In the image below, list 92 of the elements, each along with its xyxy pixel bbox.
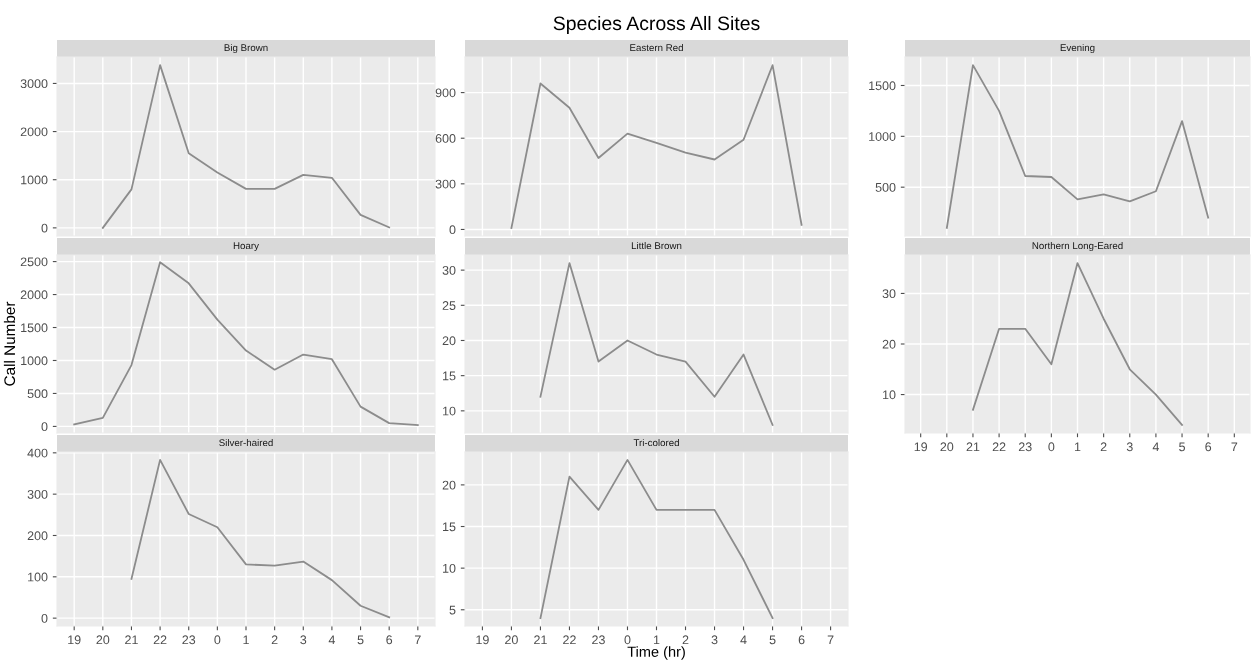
x-tick-label: 22 bbox=[563, 635, 576, 645]
y-axis-title: Call Number bbox=[3, 301, 16, 386]
x-tick-label: 6 bbox=[386, 635, 393, 645]
x-tick-label: 19 bbox=[914, 442, 928, 452]
y-tick-label: 100 bbox=[28, 572, 48, 582]
x-tick-label: 21 bbox=[966, 442, 980, 452]
chart-title: Big Brown bbox=[224, 43, 268, 54]
y-tick-label: 2500 bbox=[20, 257, 48, 267]
y-tick-label: 20 bbox=[442, 480, 456, 490]
line-series bbox=[539, 262, 774, 426]
x-tick-label: 4 bbox=[740, 635, 747, 645]
chart-title: Evening bbox=[1060, 43, 1095, 54]
line-series bbox=[972, 262, 1183, 426]
x-tick-label: 3 bbox=[711, 635, 718, 645]
y-tick-label: 3000 bbox=[20, 79, 48, 89]
x-tick-label: 23 bbox=[182, 635, 196, 645]
x-tick-label: 22 bbox=[992, 442, 1006, 452]
chart-title: Hoary bbox=[233, 242, 259, 252]
x-tick-label: 4 bbox=[1152, 442, 1160, 452]
y-tick-label: 600 bbox=[435, 134, 456, 143]
y-tick-label: 10 bbox=[883, 390, 896, 400]
x-tick-label: 5 bbox=[769, 635, 776, 645]
y-tick-label: 900 bbox=[435, 88, 456, 98]
y-tick-label: 15 bbox=[443, 371, 456, 381]
x-tick-label: 23 bbox=[592, 635, 605, 645]
x-tick-label: 2 bbox=[271, 635, 278, 645]
y-tick-label: 2000 bbox=[20, 127, 48, 137]
y-tick-label: 10 bbox=[443, 406, 456, 416]
chart-title: Little Brown bbox=[631, 241, 682, 250]
x-tick-label: 1 bbox=[653, 635, 660, 645]
y-tick-label: 25 bbox=[442, 301, 456, 310]
y-tick-label: 1500 bbox=[21, 323, 48, 333]
x-axis-title: Time (hr) bbox=[627, 646, 685, 660]
x-tick-label: 20 bbox=[505, 635, 518, 645]
x-tick-label: 6 bbox=[798, 635, 805, 645]
x-tick-label: 22 bbox=[153, 635, 167, 645]
x-tick-label: 7 bbox=[1231, 442, 1238, 452]
y-tick-label: 10 bbox=[443, 563, 456, 573]
x-tick-label: 19 bbox=[476, 635, 489, 645]
chart-title: Eastern Red bbox=[630, 43, 683, 52]
y-tick-label: 2000 bbox=[20, 290, 48, 300]
y-tick-label: 1000 bbox=[21, 356, 48, 366]
x-tick-label: 19 bbox=[68, 635, 81, 645]
x-tick-label: 3 bbox=[1126, 442, 1133, 452]
x-tick-label: 0 bbox=[1048, 442, 1055, 452]
line-series bbox=[539, 459, 774, 619]
x-tick-label: 1 bbox=[1074, 442, 1081, 452]
x-tick-label: 20 bbox=[96, 635, 110, 645]
y-tick-label: 400 bbox=[27, 448, 48, 458]
y-tick-label: 20 bbox=[442, 336, 456, 346]
x-tick-label: 21 bbox=[125, 635, 138, 645]
x-tick-label: 7 bbox=[414, 635, 421, 645]
y-tick-label: 300 bbox=[435, 179, 456, 189]
y-tick-label: 300 bbox=[27, 489, 48, 499]
chart-title: Tri-colored bbox=[633, 438, 679, 447]
y-tick-label: 0 bbox=[41, 613, 48, 623]
x-tick-label: 23 bbox=[1018, 442, 1032, 452]
y-tick-label: 1000 bbox=[869, 132, 896, 141]
y-tick-label: 0 bbox=[41, 422, 48, 432]
x-tick-label: 2 bbox=[1100, 442, 1107, 452]
x-tick-label: 5 bbox=[357, 635, 364, 645]
x-tick-label: 3 bbox=[300, 635, 307, 645]
chart-title: Silver-haired bbox=[219, 438, 273, 447]
x-tick-label: 0 bbox=[214, 635, 221, 645]
y-tick-label: 500 bbox=[27, 389, 48, 399]
x-tick-label: 6 bbox=[1205, 442, 1212, 452]
y-tick-label: 15 bbox=[443, 522, 456, 532]
x-tick-label: 0 bbox=[624, 635, 631, 645]
chart-title: Northern Long-Eared bbox=[1032, 241, 1123, 252]
x-tick-label: 2 bbox=[682, 635, 689, 645]
line-series bbox=[73, 261, 419, 426]
y-tick-label: 200 bbox=[27, 531, 48, 541]
x-tick-label: 4 bbox=[328, 635, 336, 645]
y-tick-label: 1000 bbox=[21, 175, 48, 185]
x-tick-label: 21 bbox=[534, 635, 547, 645]
line-series bbox=[510, 64, 803, 229]
line-series bbox=[130, 458, 391, 619]
y-tick-label: 30 bbox=[882, 289, 896, 299]
y-tick-label: 30 bbox=[442, 265, 456, 275]
text: Species Across All Sites bbox=[553, 15, 760, 35]
y-tick-label: 20 bbox=[882, 339, 896, 349]
x-tick-label: 1 bbox=[243, 635, 249, 645]
line-series bbox=[945, 64, 1210, 229]
y-tick-label: 5 bbox=[449, 605, 456, 615]
y-tick-label: 0 bbox=[449, 225, 456, 235]
x-tick-label: 5 bbox=[1179, 442, 1185, 452]
x-tick-label: 7 bbox=[827, 635, 834, 645]
y-tick-label: 500 bbox=[875, 182, 896, 192]
line-series bbox=[101, 64, 391, 229]
x-tick-label: 20 bbox=[940, 442, 954, 452]
y-tick-label: 0 bbox=[41, 223, 48, 233]
y-tick-label: 1500 bbox=[869, 81, 896, 91]
